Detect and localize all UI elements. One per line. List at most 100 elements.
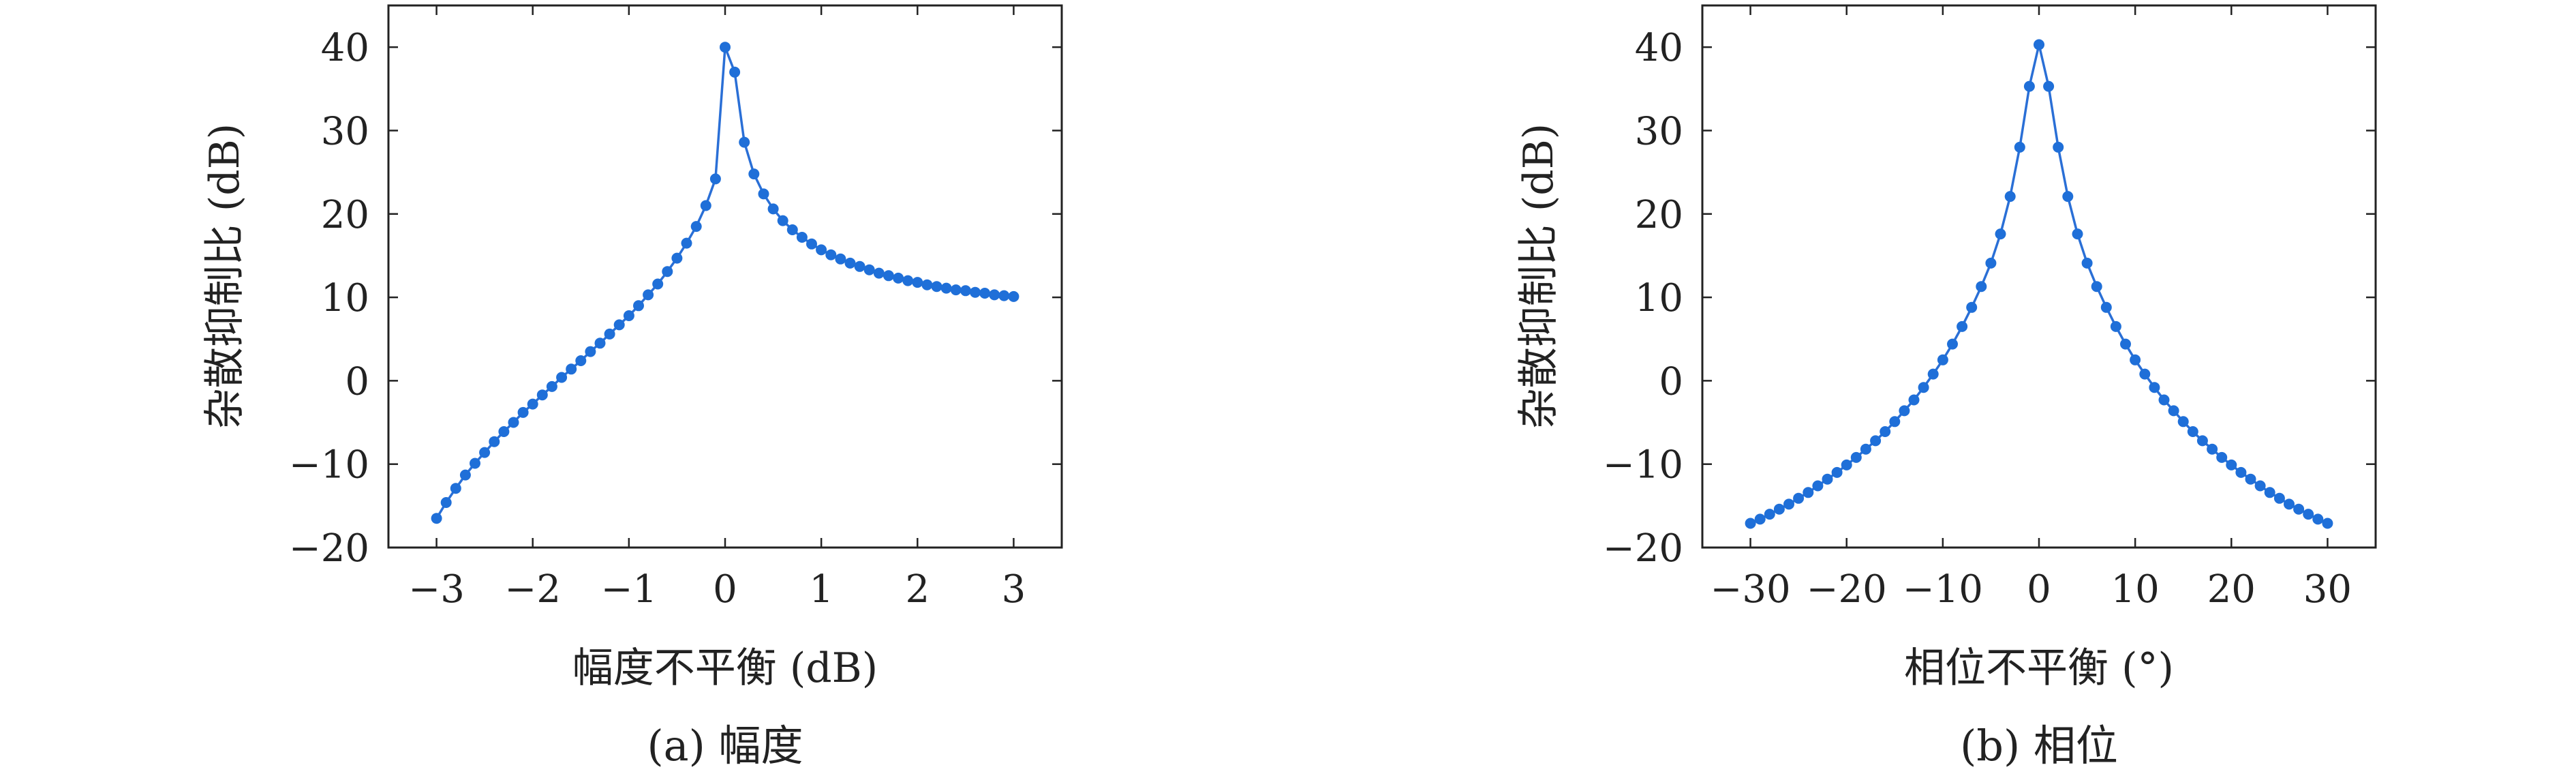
y-tick-label: −10: [289, 443, 369, 488]
data-point: [1957, 320, 1968, 332]
y-tick-label: 10: [1635, 276, 1683, 320]
data-point: [1745, 518, 1756, 529]
data-point: [970, 286, 981, 298]
y-tick-label: 0: [1659, 359, 1683, 404]
data-point: [2303, 509, 2314, 520]
tick-labels: −30 −20 −10 0 10 20 30 −20 −10 0 10 20 30 40: [1603, 26, 2352, 612]
data-point: [2284, 498, 2295, 510]
data-point: [816, 244, 827, 256]
data-point: [2207, 443, 2218, 455]
data-point: [873, 267, 885, 279]
plot-frame: [1701, 4, 2377, 549]
data-point: [1812, 480, 1824, 492]
data-point: [2322, 518, 2333, 529]
data-point: [758, 188, 769, 200]
data-point: [690, 221, 702, 233]
x-tick-label: −1: [601, 567, 658, 612]
data-point: [902, 275, 914, 286]
x-tick-label: 3: [1002, 567, 1026, 612]
data-point: [1947, 338, 1958, 350]
data-point: [1976, 281, 1987, 293]
data-point: [2100, 301, 2112, 313]
x-axis-label: 幅度不平衡 (dB): [572, 644, 878, 692]
data-point: [1793, 492, 1805, 504]
data-point: [2034, 39, 2044, 50]
data-point: [921, 279, 933, 290]
data-point: [989, 289, 1000, 301]
data-point: [604, 328, 615, 340]
chart-panel-phase: −30 −20 −10 0 10 20 30 −20 −10 0 10 20 30 40 相位不平衡 (°…: [1515, 4, 2377, 770]
data-point: [556, 372, 568, 383]
data-point: [1985, 257, 1997, 269]
data-point: [633, 300, 644, 312]
data-point: [459, 469, 471, 481]
data-point: [1850, 451, 1862, 463]
x-tick-label: −3: [408, 567, 465, 612]
data-point: [613, 319, 625, 331]
y-axis-label: 杂散抑制比 (dB): [201, 123, 249, 429]
data-point: [2158, 394, 2170, 406]
data-point: [2023, 80, 2035, 92]
y-tick-label: 0: [345, 359, 369, 404]
data-point: [450, 483, 461, 494]
data-point: [2014, 141, 2025, 153]
data-point: [671, 252, 683, 264]
y-tick-label: 30: [1635, 109, 1683, 153]
data-point: [960, 285, 971, 297]
data-point: [950, 284, 962, 296]
data-point: [998, 290, 1010, 301]
data-point: [739, 136, 750, 148]
data-point: [2091, 281, 2102, 293]
x-tick-label: −20: [1807, 567, 1887, 612]
data-point: [2254, 480, 2266, 492]
data-point: [720, 42, 731, 53]
x-axis-label: 相位不平衡 (°): [1904, 644, 2174, 692]
data-point: [1841, 459, 1852, 470]
data-point: [825, 249, 837, 260]
data-point: [854, 260, 865, 272]
data-point: [623, 310, 634, 321]
data-point: [2264, 487, 2275, 498]
data-point: [777, 215, 788, 226]
data-point: [508, 417, 519, 428]
data-point: [835, 253, 846, 265]
caption: (a) 幅度: [647, 721, 803, 770]
data-point: [1889, 416, 1901, 428]
data-point: [1880, 426, 1891, 437]
data-point: [2120, 338, 2131, 350]
data-point: [1754, 513, 1766, 525]
data-point: [700, 200, 711, 211]
data-point: [431, 513, 442, 524]
data-point: [470, 458, 480, 469]
data-point: [2004, 191, 2016, 203]
data-point: [2139, 368, 2151, 380]
data-point: [1783, 498, 1794, 510]
data-point: [2149, 382, 2160, 393]
y-tick-label: −20: [289, 526, 369, 571]
data-point: [498, 426, 510, 437]
data-point: [767, 203, 779, 215]
x-tick-label: 20: [2207, 567, 2256, 612]
tick-marks: [1702, 5, 2376, 549]
data-point: [931, 281, 942, 293]
data-point: [1803, 487, 1814, 498]
data-point: [643, 289, 654, 301]
data-point: [681, 237, 692, 249]
y-tick-label: −20: [1603, 526, 1683, 571]
data-point: [2130, 354, 2141, 365]
x-tick-label: 0: [2027, 567, 2051, 612]
y-tick-label: 40: [321, 26, 369, 70]
data-point: [536, 389, 548, 401]
data-point: [2081, 257, 2093, 269]
y-axis-label: 杂散抑制比 (dB): [1515, 123, 1563, 429]
data-point: [566, 363, 577, 375]
y-tick-label: 20: [1635, 193, 1683, 237]
y-tick-label: 40: [1635, 26, 1683, 70]
data-point: [1860, 443, 1871, 455]
x-tick-label: −30: [1710, 567, 1790, 612]
data-point: [1908, 394, 1920, 406]
data-point: [1008, 290, 1019, 302]
y-tick-label: 20: [321, 193, 369, 237]
data-point: [2226, 459, 2237, 470]
